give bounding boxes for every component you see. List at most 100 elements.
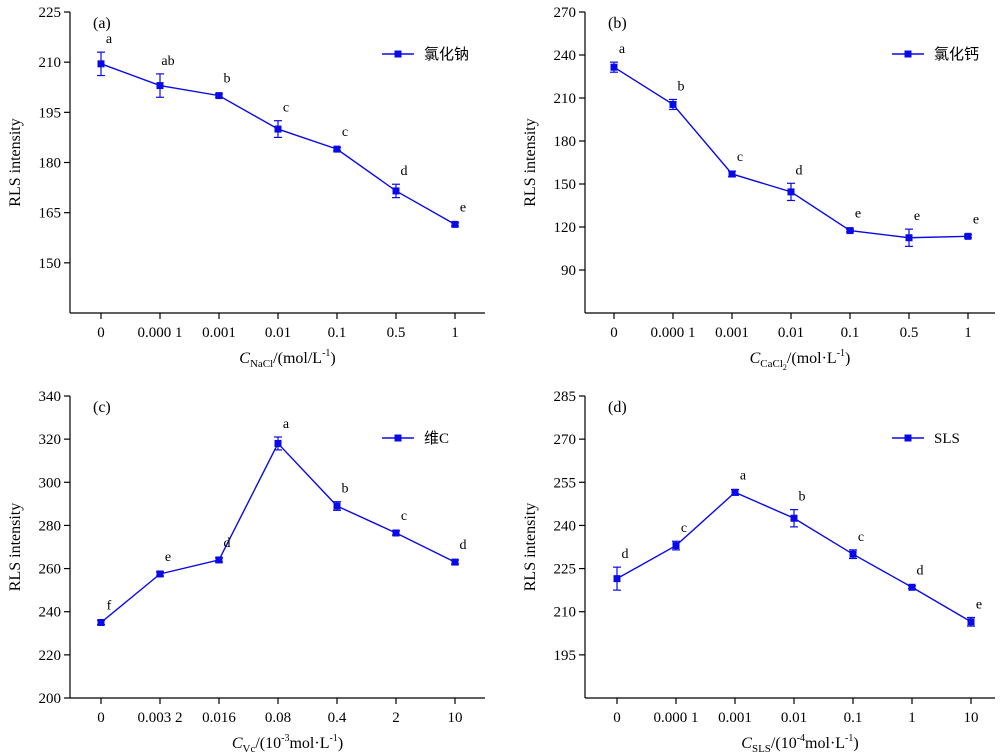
x-axis-title: CVc/(10-3mol·L-1) <box>232 733 343 754</box>
significance-label: a <box>106 32 113 47</box>
y-tick-label: 210 <box>39 55 62 71</box>
x-tick-label: 0.01 <box>778 325 804 341</box>
significance-label: e <box>976 597 982 612</box>
x-tick-label: 0.000 1 <box>651 325 696 341</box>
x-axis-title: CNaCl/(mol/L-1) <box>239 348 335 370</box>
x-tick-label: 1 <box>908 710 916 726</box>
significance-label: b <box>799 490 806 505</box>
x-tick-label: 0.001 <box>718 710 752 726</box>
y-tick-label: 240 <box>39 605 62 621</box>
data-point <box>215 556 223 564</box>
y-tick-label: 180 <box>554 134 577 150</box>
y-tick-label: 280 <box>39 518 62 534</box>
data-point <box>669 100 677 108</box>
significance-label: c <box>681 521 687 536</box>
significance-label: a <box>619 42 626 57</box>
data-point <box>849 550 857 558</box>
y-tick-label: 150 <box>39 256 62 272</box>
x-tick-label: 0.5 <box>900 325 919 341</box>
data-point <box>451 558 459 566</box>
y-tick-label: 240 <box>554 48 577 64</box>
data-point <box>274 439 282 447</box>
y-tick-label: 180 <box>39 156 62 172</box>
panel-label: (b) <box>608 15 627 32</box>
x-tick-label: 2 <box>392 710 400 726</box>
x-tick-label: 1 <box>964 325 972 341</box>
legend-label: 维C <box>424 430 449 447</box>
data-point <box>731 488 739 496</box>
y-tick-label: 210 <box>554 91 577 107</box>
x-tick-label: 0.1 <box>841 325 860 341</box>
x-tick-label: 0 <box>97 325 105 341</box>
data-point <box>274 125 282 133</box>
y-tick-label: 210 <box>554 605 577 621</box>
significance-label: c <box>737 150 743 165</box>
legend: 维C <box>382 430 449 447</box>
y-tick-label: 320 <box>39 432 62 448</box>
panel-label: (a) <box>93 15 111 32</box>
significance-label: d <box>224 536 231 551</box>
y-axis-title: RLS intensity <box>7 503 24 591</box>
data-point <box>333 502 341 510</box>
data-point <box>967 618 975 626</box>
y-axis-title: RLS intensity <box>522 118 539 206</box>
significance-label: d <box>401 164 408 179</box>
series-line <box>100 63 456 225</box>
data-point <box>392 529 400 537</box>
y-tick-label: 260 <box>39 562 62 578</box>
x-tick-label: 0.4 <box>328 710 347 726</box>
y-tick-label: 90 <box>561 263 576 279</box>
y-tick-label: 165 <box>39 206 62 222</box>
x-tick-label: 0.1 <box>844 710 863 726</box>
data-point <box>333 145 341 153</box>
x-axis-title: CCaCl2/(mol·L-1) <box>750 348 851 372</box>
data-point <box>728 170 736 178</box>
x-tick-label: 10 <box>964 710 979 726</box>
significance-label: b <box>678 79 685 94</box>
significance-label: e <box>855 207 861 222</box>
x-tick-label: 0.01 <box>781 710 807 726</box>
legend-marker <box>904 50 912 58</box>
significance-label: c <box>342 125 348 140</box>
significance-label: e <box>460 200 466 215</box>
x-tick-label: 0.1 <box>328 325 347 341</box>
significance-label: c <box>283 101 289 116</box>
x-tick-label: 0 <box>610 325 618 341</box>
significance-label: e <box>973 212 979 227</box>
data-point <box>908 583 916 591</box>
x-tick-label: 0.000 1 <box>138 325 183 341</box>
data-point <box>156 82 164 90</box>
chart-panel-1: 150 165 180 195 210 225 0 0.000 1 0.001 0.01 0.1 0.… <box>7 5 485 370</box>
y-tick-label: 285 <box>554 389 577 405</box>
data-point <box>905 234 913 242</box>
significance-label: ab <box>161 54 174 69</box>
x-tick-label: 0.000 1 <box>654 710 699 726</box>
x-tick-label: 0.01 <box>265 325 291 341</box>
data-point <box>672 542 680 550</box>
y-tick-label: 240 <box>554 518 577 534</box>
chart-panel-3: 200 220 240 260 280 300 320 340 0 0.003 2 0.016 0.0… <box>7 389 485 754</box>
legend: 氯化钙 <box>892 46 979 63</box>
significance-label: b <box>342 482 349 497</box>
x-tick-label: 0.5 <box>387 325 406 341</box>
legend: 氯化钠 <box>382 46 469 63</box>
significance-label: c <box>858 530 864 545</box>
x-tick-label: 0.001 <box>202 325 236 341</box>
data-point <box>787 188 795 196</box>
y-tick-label: 195 <box>554 648 577 664</box>
data-point <box>790 514 798 522</box>
y-tick-label: 340 <box>39 389 62 405</box>
significance-label: a <box>283 417 290 432</box>
series-line <box>100 442 456 624</box>
x-axis-title: CSLS/(10-4mol·L-1) <box>741 733 858 754</box>
data-point <box>846 227 854 235</box>
significance-label: d <box>796 163 803 178</box>
y-tick-label: 195 <box>39 105 62 121</box>
x-tick-label: 0.001 <box>715 325 749 341</box>
y-tick-label: 270 <box>554 5 577 21</box>
y-axis-title: RLS intensity <box>522 503 539 591</box>
significance-label: d <box>917 563 924 578</box>
legend-label: 氯化钠 <box>424 46 469 63</box>
significance-label: a <box>740 468 747 483</box>
